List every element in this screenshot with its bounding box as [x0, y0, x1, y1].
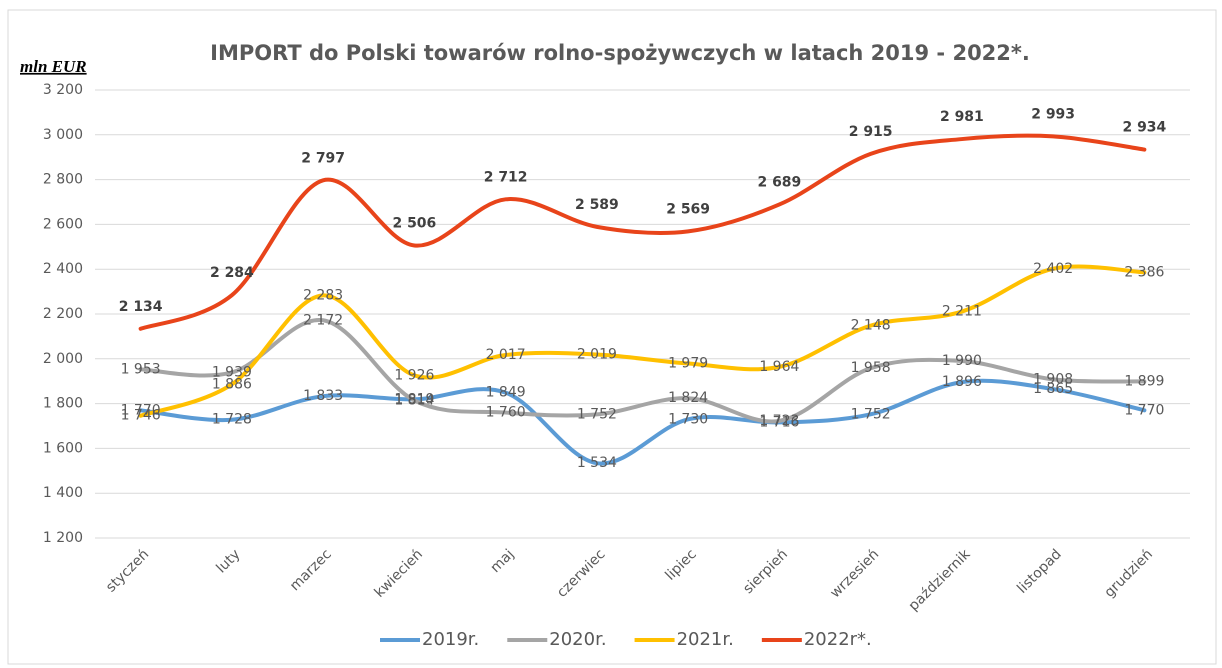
data-label: 1 716 — [759, 414, 799, 430]
data-label: 1 849 — [486, 385, 526, 401]
data-label: 1 824 — [668, 390, 708, 406]
data-label: 1 939 — [212, 364, 252, 380]
data-label: 1 908 — [1033, 371, 1073, 387]
y-tick-label: 1 200 — [43, 530, 83, 546]
chart-border — [7, 9, 1217, 665]
data-label: 2 386 — [1124, 264, 1164, 280]
data-label: 2 589 — [575, 197, 619, 213]
data-label: 2 689 — [757, 174, 801, 190]
data-label: 1 899 — [1124, 373, 1164, 389]
series-line — [138, 378, 1147, 466]
data-label: 2 172 — [303, 312, 343, 328]
data-label: 2 283 — [303, 287, 343, 303]
y-tick-label: 2 600 — [43, 216, 83, 232]
y-tick-label: 3 000 — [43, 127, 83, 143]
legend-label: 2019r. — [422, 629, 479, 650]
y-tick-label: 2 800 — [43, 172, 83, 188]
y-tick-label: 1 600 — [43, 440, 83, 456]
data-label: 1 534 — [577, 455, 617, 471]
data-label: 1 752 — [851, 406, 891, 422]
data-label: 1 752 — [577, 406, 617, 422]
y-tick-label: 1 800 — [43, 396, 83, 412]
data-label: 2 134 — [119, 299, 163, 315]
data-label: 2 148 — [851, 318, 891, 334]
data-label: 2 934 — [1122, 120, 1166, 136]
chart-title: IMPORT do Polski towarów rolno-spożywczy… — [210, 41, 1030, 65]
data-label: 2 019 — [577, 347, 617, 363]
data-label: 1 833 — [303, 388, 343, 404]
y-tick-label: 2 200 — [43, 306, 83, 322]
data-label: 1 896 — [942, 374, 982, 390]
legend-label: 2021r. — [677, 629, 734, 650]
data-label: 1 819 — [394, 391, 434, 407]
data-label: 1 958 — [851, 360, 891, 376]
data-label: 1 926 — [394, 367, 434, 383]
data-label: 2 797 — [301, 150, 345, 166]
data-label: 2 569 — [666, 201, 710, 217]
data-label: 1 886 — [212, 376, 252, 392]
data-label: 2 993 — [1031, 106, 1075, 122]
data-label: 1 964 — [759, 359, 799, 375]
series-line — [138, 318, 1147, 424]
y-tick-label: 2 400 — [43, 261, 83, 277]
data-label: 1 730 — [668, 411, 708, 427]
data-label: 2 981 — [940, 109, 984, 125]
data-label: 1 723 — [759, 413, 799, 429]
data-label: 1 770 — [1124, 402, 1164, 418]
data-label: 2 915 — [849, 124, 893, 140]
data-label: 1 760 — [486, 405, 526, 421]
y-tick-label: 1 400 — [43, 485, 83, 501]
data-label: 2 211 — [942, 304, 982, 320]
data-label: 2 284 — [210, 265, 254, 281]
data-label: 1 728 — [212, 412, 252, 428]
y-tick-label: 2 000 — [43, 351, 83, 367]
series-line — [138, 133, 1147, 331]
data-label: 1 865 — [1033, 381, 1073, 397]
data-label: 1 953 — [121, 361, 161, 377]
legend-label: 2022r*. — [804, 629, 872, 650]
data-label: 1 770 — [121, 402, 161, 418]
data-label: 2 712 — [484, 169, 528, 185]
data-label: 2 506 — [392, 215, 436, 231]
data-label: 1 746 — [121, 408, 161, 424]
data-label: 1 990 — [942, 353, 982, 369]
series-line — [138, 264, 1147, 418]
y-tick-label: 3 200 — [43, 82, 83, 98]
data-label: 1 814 — [394, 392, 434, 408]
legend-label: 2020r. — [549, 629, 606, 650]
data-label: 2 017 — [486, 347, 526, 363]
data-label: 1 979 — [668, 356, 708, 372]
y-axis-label: mln EUR — [20, 57, 87, 76]
data-label: 2 402 — [1033, 261, 1073, 277]
